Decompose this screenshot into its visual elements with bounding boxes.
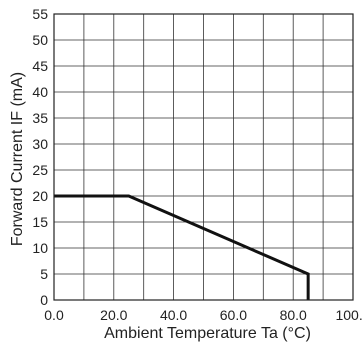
y-tick-label: 30	[32, 136, 48, 152]
y-tick-label: 5	[40, 266, 48, 282]
y-tick-label: 20	[32, 188, 48, 204]
y-tick-label: 0	[40, 292, 48, 308]
grid	[54, 14, 353, 300]
series-line-0	[54, 194, 310, 300]
x-tick-label: 20.0	[100, 307, 127, 323]
y-tick-label: 15	[32, 214, 48, 230]
x-tick-label: 40.0	[160, 307, 187, 323]
plot-frame	[53, 13, 354, 301]
y-tick-label: 40	[32, 84, 48, 100]
y-axis-label: Forward Current IF (mA)	[9, 72, 26, 246]
x-tick-label: 100.0	[335, 307, 362, 323]
y-tick-label: 10	[32, 240, 48, 256]
y-tick-label: 35	[32, 110, 48, 126]
y-axis-ticks: 0 5 10 15 20 25 30 35 40 45 50 55	[32, 6, 48, 308]
series-layer	[54, 194, 310, 300]
x-tick-label: 0.0	[44, 307, 64, 323]
x-tick-label: 60.0	[220, 307, 247, 323]
y-tick-label: 45	[32, 58, 48, 74]
x-tick-label: 80.0	[280, 307, 307, 323]
x-axis-ticks: 0.0 20.0 40.0 60.0 80.0 100.0	[44, 307, 362, 323]
y-tick-label: 50	[32, 32, 48, 48]
x-axis-label: Ambient Temperature Ta (°C)	[104, 325, 311, 342]
y-tick-label: 25	[32, 162, 48, 178]
y-tick-label: 55	[32, 6, 48, 22]
